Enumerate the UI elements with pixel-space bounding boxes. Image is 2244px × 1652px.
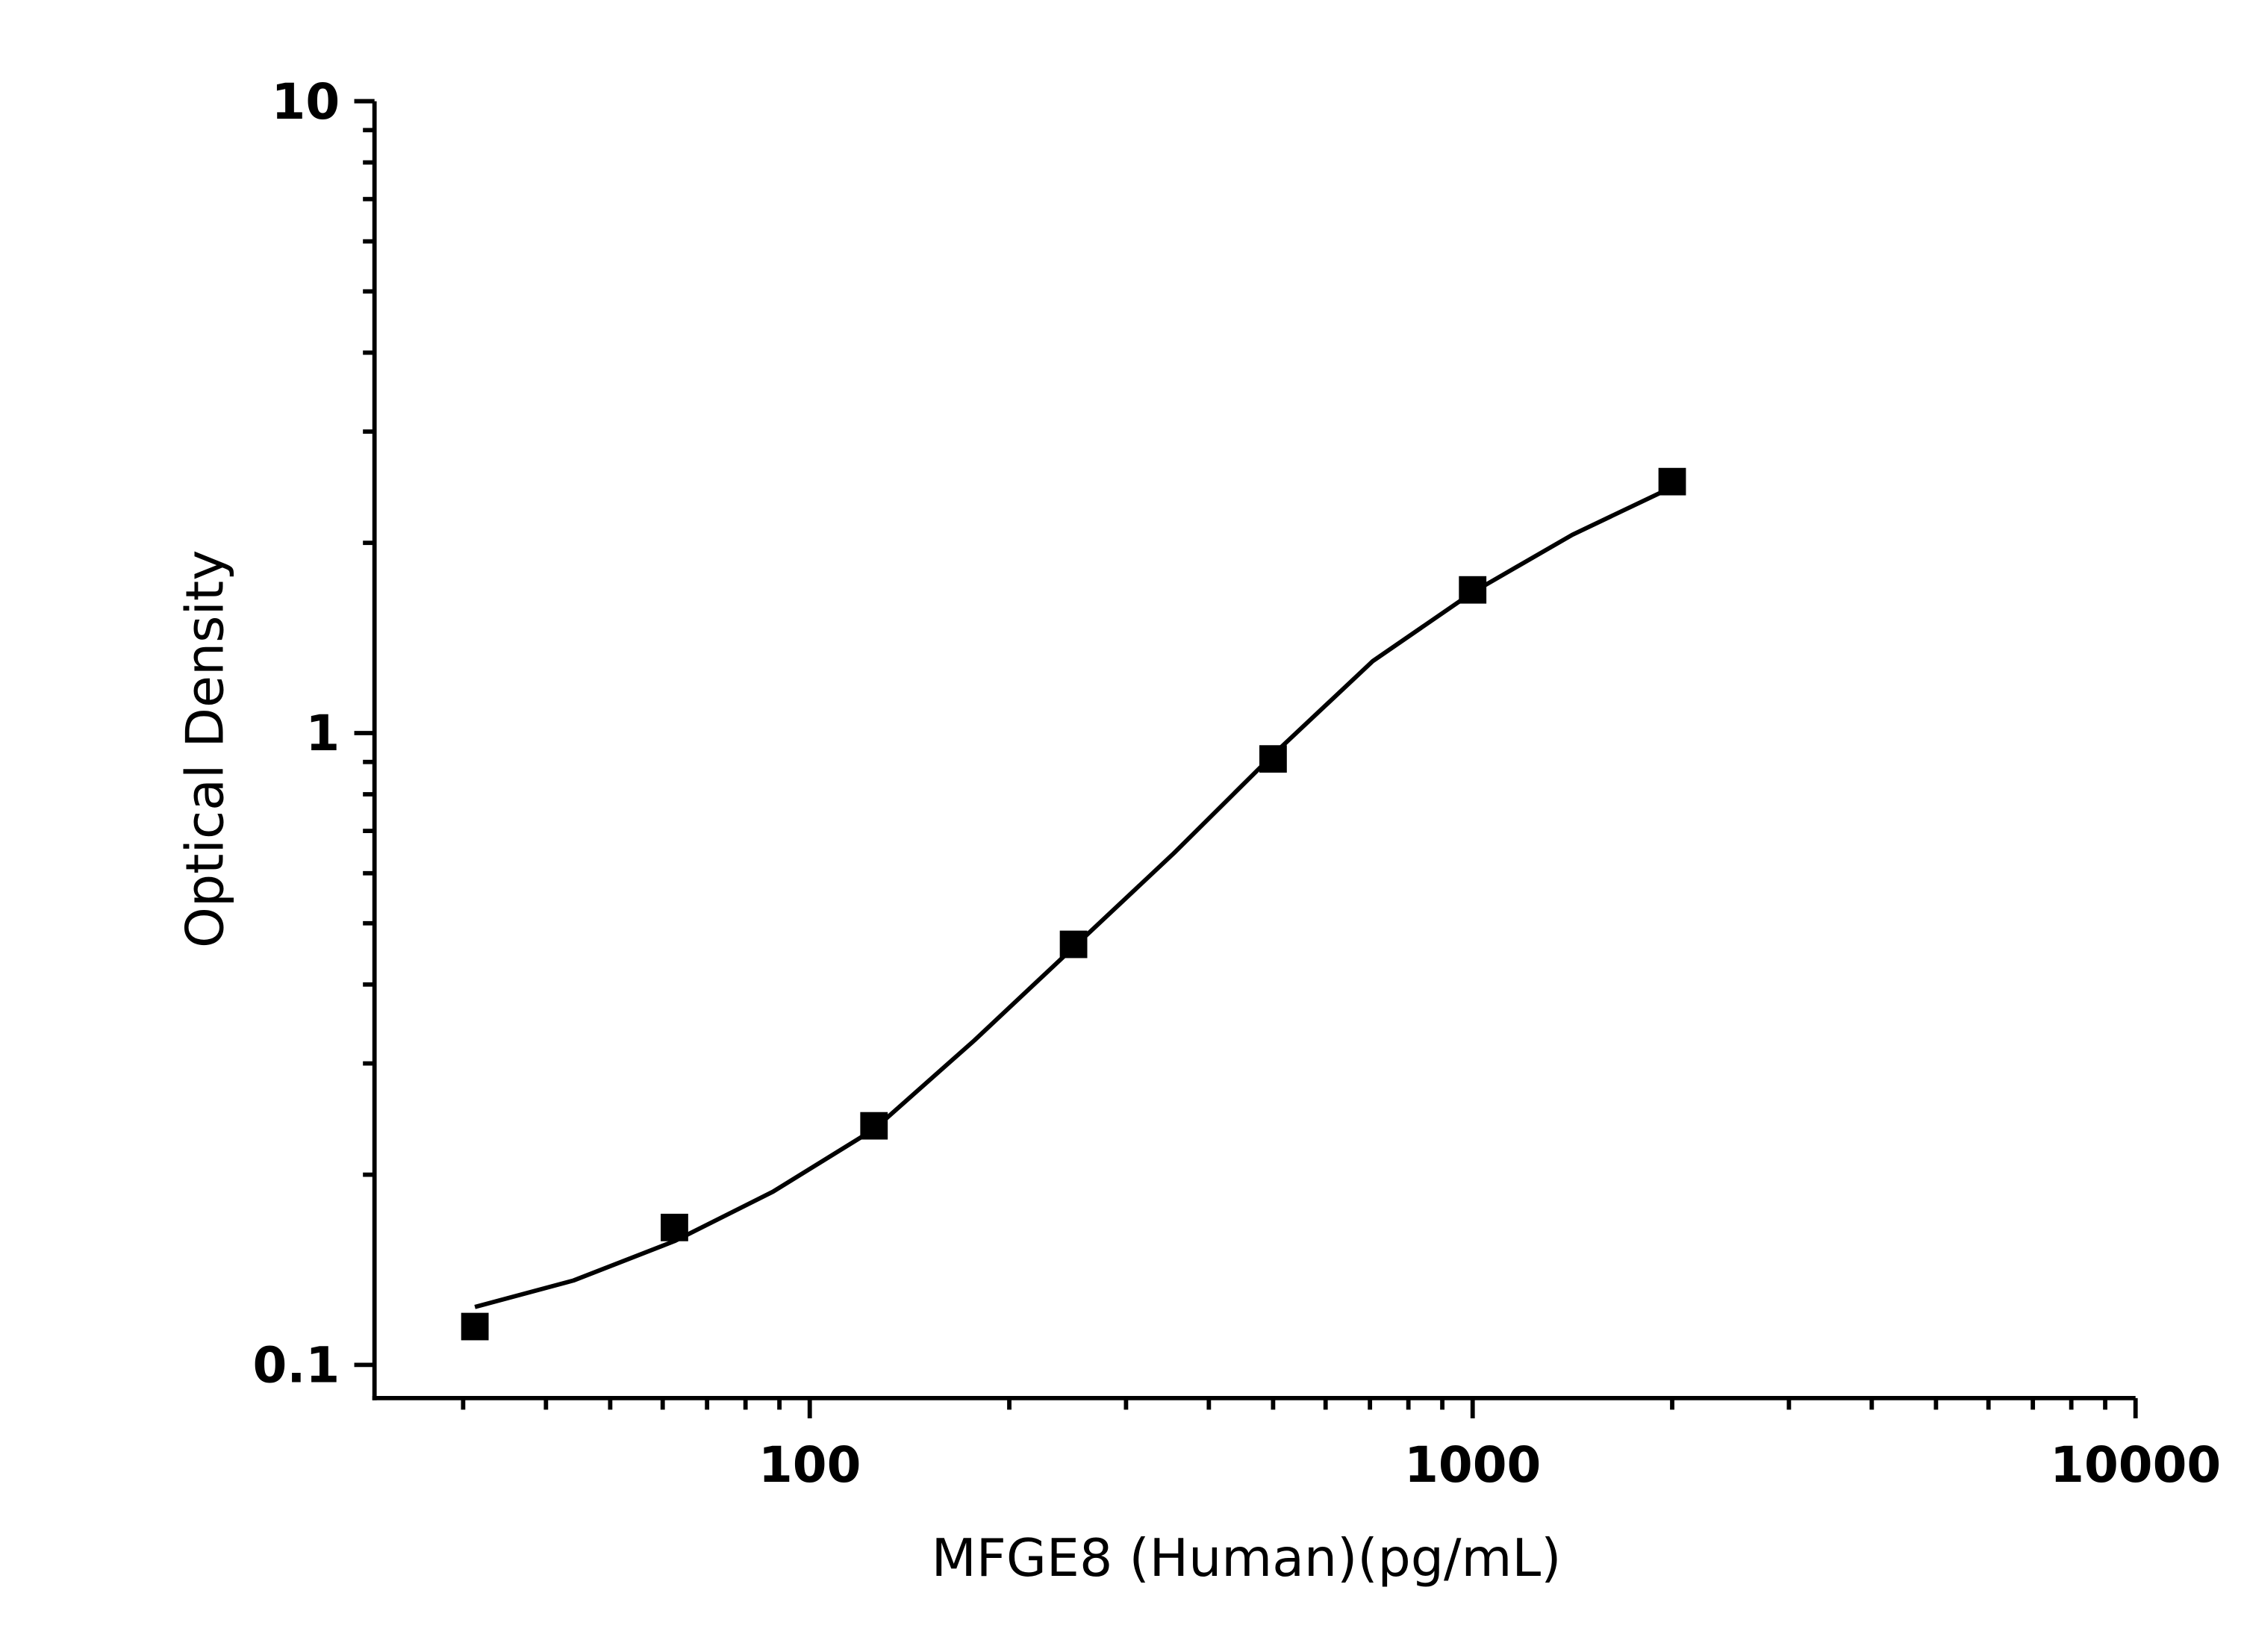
- y-tick-label: 0.1: [253, 1337, 340, 1394]
- fit-curve: [474, 484, 1674, 1309]
- data-point: [461, 1312, 489, 1341]
- data-point: [1259, 745, 1287, 773]
- y-tick-label: 1: [305, 705, 340, 762]
- y-axis-label: Optical Density: [175, 550, 235, 948]
- x-tick-label: 100: [758, 1436, 861, 1494]
- data-point: [860, 1112, 888, 1140]
- data-point: [1059, 930, 1088, 959]
- y-tick-label: 10: [272, 73, 340, 131]
- x-axis-label: MFGE8 (Human)(pg/mL): [932, 1528, 1562, 1589]
- data-point: [1658, 467, 1686, 496]
- data-point: [661, 1213, 688, 1241]
- x-tick-label: 10000: [2050, 1436, 2221, 1494]
- data-point: [1459, 576, 1487, 604]
- x-tick-label: 1000: [1404, 1436, 1541, 1494]
